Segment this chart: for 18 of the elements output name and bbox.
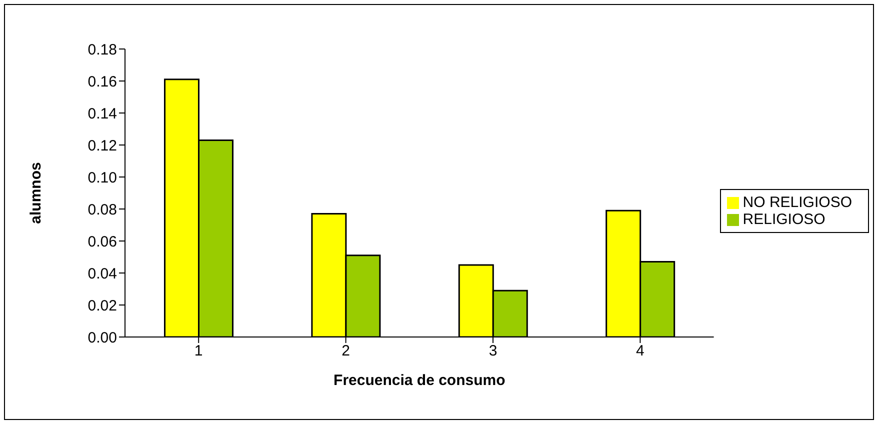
y-tick-label: 0.14 (88, 105, 117, 122)
y-tick-label: 0.16 (88, 73, 117, 90)
x-tick-label: 3 (488, 342, 498, 360)
y-tick-label: 0.10 (88, 169, 117, 186)
y-tick-label: 0.02 (88, 297, 117, 314)
x-tick-label: 2 (342, 342, 350, 360)
y-tick-label: 0.04 (88, 265, 117, 282)
x-axis-title: Frecuencia de consumo (334, 372, 506, 389)
y-tick-label: 0.12 (88, 137, 117, 154)
x-tick-label: 1 (194, 342, 203, 360)
legend-label: RELIGIOSO (742, 211, 826, 228)
y-tick-label: 0.08 (88, 201, 117, 218)
y-tick-label: 0.00 (88, 329, 117, 346)
y-tick-label: 0.06 (88, 233, 117, 250)
legend-label: NO RELIGIOSO (742, 194, 852, 211)
x-tick-label: 4 (636, 342, 644, 360)
y-axis-title: alumnos (27, 162, 44, 224)
y-tick-label: 0.18 (88, 41, 117, 58)
